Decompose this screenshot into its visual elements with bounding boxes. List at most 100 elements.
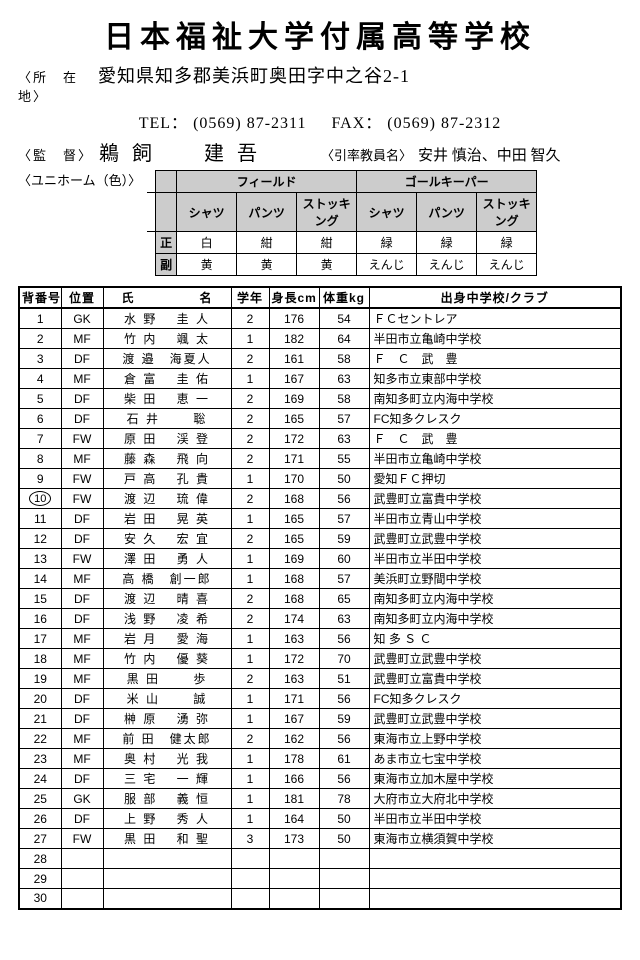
cell-weight: 78 xyxy=(319,789,369,809)
cell-number: 1 xyxy=(19,308,61,329)
cell-school: 半田市立青山中学校 xyxy=(369,509,621,529)
table-row: 13FW澤 田 勇 人116960半田市立半田中学校 xyxy=(19,549,621,569)
cell-name: 渡 辺 晴 喜 xyxy=(103,589,231,609)
cell-number: 11 xyxy=(19,509,61,529)
cell-height: 166 xyxy=(269,769,319,789)
cell-position: MF xyxy=(61,729,103,749)
cell-height: 163 xyxy=(269,669,319,689)
cell-grade: 1 xyxy=(231,369,269,389)
cell-grade: 2 xyxy=(231,389,269,409)
cell-position: MF xyxy=(61,449,103,469)
table-row: 6DF石 井 聡216557FC知多クレスク xyxy=(19,409,621,429)
table-row: 12DF安 久 宏 宜216559武豊町立武豊中学校 xyxy=(19,529,621,549)
cell-school: 南知多町立内海中学校 xyxy=(369,589,621,609)
cell-height: 161 xyxy=(269,349,319,369)
cell-name xyxy=(103,889,231,909)
cell-weight: 51 xyxy=(319,669,369,689)
table-row: 25GK服 部 義 恒118178大府市立大府北中学校 xyxy=(19,789,621,809)
cell-position: GK xyxy=(61,308,103,329)
cell-grade: 1 xyxy=(231,549,269,569)
col-number: 背番号 xyxy=(19,287,61,308)
uniform-cell: 緑 xyxy=(357,232,417,254)
uniform-cell: 黄 xyxy=(237,254,297,276)
table-row: 10FW渡 辺 琉 偉216856武豊町立富貴中学校 xyxy=(19,489,621,509)
cell-position: DF xyxy=(61,769,103,789)
cell-name: 竹 内 颯 太 xyxy=(103,329,231,349)
cell-height: 164 xyxy=(269,809,319,829)
cell-height: 168 xyxy=(269,569,319,589)
cell-number: 9 xyxy=(19,469,61,489)
table-row: 5DF柴 田 恵 一216958南知多町立内海中学校 xyxy=(19,389,621,409)
cell-position: MF xyxy=(61,329,103,349)
cell-position: MF xyxy=(61,749,103,769)
cell-grade: 2 xyxy=(231,409,269,429)
cell-number: 14 xyxy=(19,569,61,589)
cell-school: ＦＣセントレア xyxy=(369,308,621,329)
cell-name: 戸 高 孔 貴 xyxy=(103,469,231,489)
cell-school: 美浜町立野間中学校 xyxy=(369,569,621,589)
cell-name: 倉 富 圭 佑 xyxy=(103,369,231,389)
cell-name: 藤 森 飛 向 xyxy=(103,449,231,469)
cell-grade: 2 xyxy=(231,609,269,629)
cell-grade: 1 xyxy=(231,809,269,829)
cell-school: Ｆ Ｃ 武 豊 xyxy=(369,349,621,369)
cell-grade: 3 xyxy=(231,829,269,849)
cell-grade: 2 xyxy=(231,489,269,509)
cell-height: 176 xyxy=(269,308,319,329)
cell-height: 168 xyxy=(269,589,319,609)
coach-label: 〈監 督〉 xyxy=(18,145,93,164)
cell-weight: 60 xyxy=(319,549,369,569)
cell-position: FW xyxy=(61,489,103,509)
cell-weight: 59 xyxy=(319,529,369,549)
cell-school: 南知多町立内海中学校 xyxy=(369,389,621,409)
cell-weight: 56 xyxy=(319,729,369,749)
cell-school: 知 多 Ｓ Ｃ xyxy=(369,629,621,649)
col-school: 出身中学校/クラブ xyxy=(369,287,621,308)
cell-school: 半田市立亀崎中学校 xyxy=(369,449,621,469)
cell-grade: 1 xyxy=(231,509,269,529)
cell-name: 前 田 健太郎 xyxy=(103,729,231,749)
coach-row: 〈監 督〉 鵜 飼 建 吾 〈引率教員名〉 安井 慎治、中田 智久 xyxy=(18,137,622,166)
cell-weight: 57 xyxy=(319,409,369,429)
col-height: 身長cm xyxy=(269,287,319,308)
cell-grade: 2 xyxy=(231,349,269,369)
cell-number: 8 xyxy=(19,449,61,469)
cell-grade: 1 xyxy=(231,709,269,729)
table-row: 28 xyxy=(19,849,621,869)
cell-weight: 56 xyxy=(319,629,369,649)
cell-name: 浅 野 凌 希 xyxy=(103,609,231,629)
cell-weight: 56 xyxy=(319,689,369,709)
cell-weight: 61 xyxy=(319,749,369,769)
cell-school: 知多市立東部中学校 xyxy=(369,369,621,389)
cell-weight: 57 xyxy=(319,569,369,589)
table-row: 18MF竹 内 優 葵117270武豊町立武豊中学校 xyxy=(19,649,621,669)
cell-name: 安 久 宏 宜 xyxy=(103,529,231,549)
cell-position: FW xyxy=(61,829,103,849)
cell-weight xyxy=(319,889,369,909)
coach-name: 鵜 飼 建 吾 xyxy=(99,137,261,166)
uniform-cell: 黄 xyxy=(177,254,237,276)
cell-weight: 63 xyxy=(319,609,369,629)
table-row: 26DF上 野 秀 人116450半田市立半田中学校 xyxy=(19,809,621,829)
cell-height: 168 xyxy=(269,489,319,509)
cell-name: 渡 邉 海夏人 xyxy=(103,349,231,369)
cell-weight: 63 xyxy=(319,369,369,389)
cell-position: MF xyxy=(61,669,103,689)
cell-school: 半田市立半田中学校 xyxy=(369,549,621,569)
cell-number: 13 xyxy=(19,549,61,569)
cell-height: 165 xyxy=(269,529,319,549)
table-row: 29 xyxy=(19,869,621,889)
cell-height: 167 xyxy=(269,709,319,729)
cell-number: 24 xyxy=(19,769,61,789)
uniform-rowlabel: 副 xyxy=(156,254,177,276)
cell-weight xyxy=(319,849,369,869)
uniform-table: フィールド ゴールキーパー シャツ パンツ ストッキング シャツ パンツ ストッ… xyxy=(147,170,537,276)
cell-school: 東海市立上野中学校 xyxy=(369,729,621,749)
fax-label: FAX： xyxy=(331,115,382,132)
uniform-cell: えんじ xyxy=(357,254,417,276)
cell-grade xyxy=(231,849,269,869)
cell-weight: 63 xyxy=(319,429,369,449)
table-row: 17MF岩 月 愛 海116356知 多 Ｓ Ｃ xyxy=(19,629,621,649)
cell-height: 169 xyxy=(269,549,319,569)
cell-number: 4 xyxy=(19,369,61,389)
